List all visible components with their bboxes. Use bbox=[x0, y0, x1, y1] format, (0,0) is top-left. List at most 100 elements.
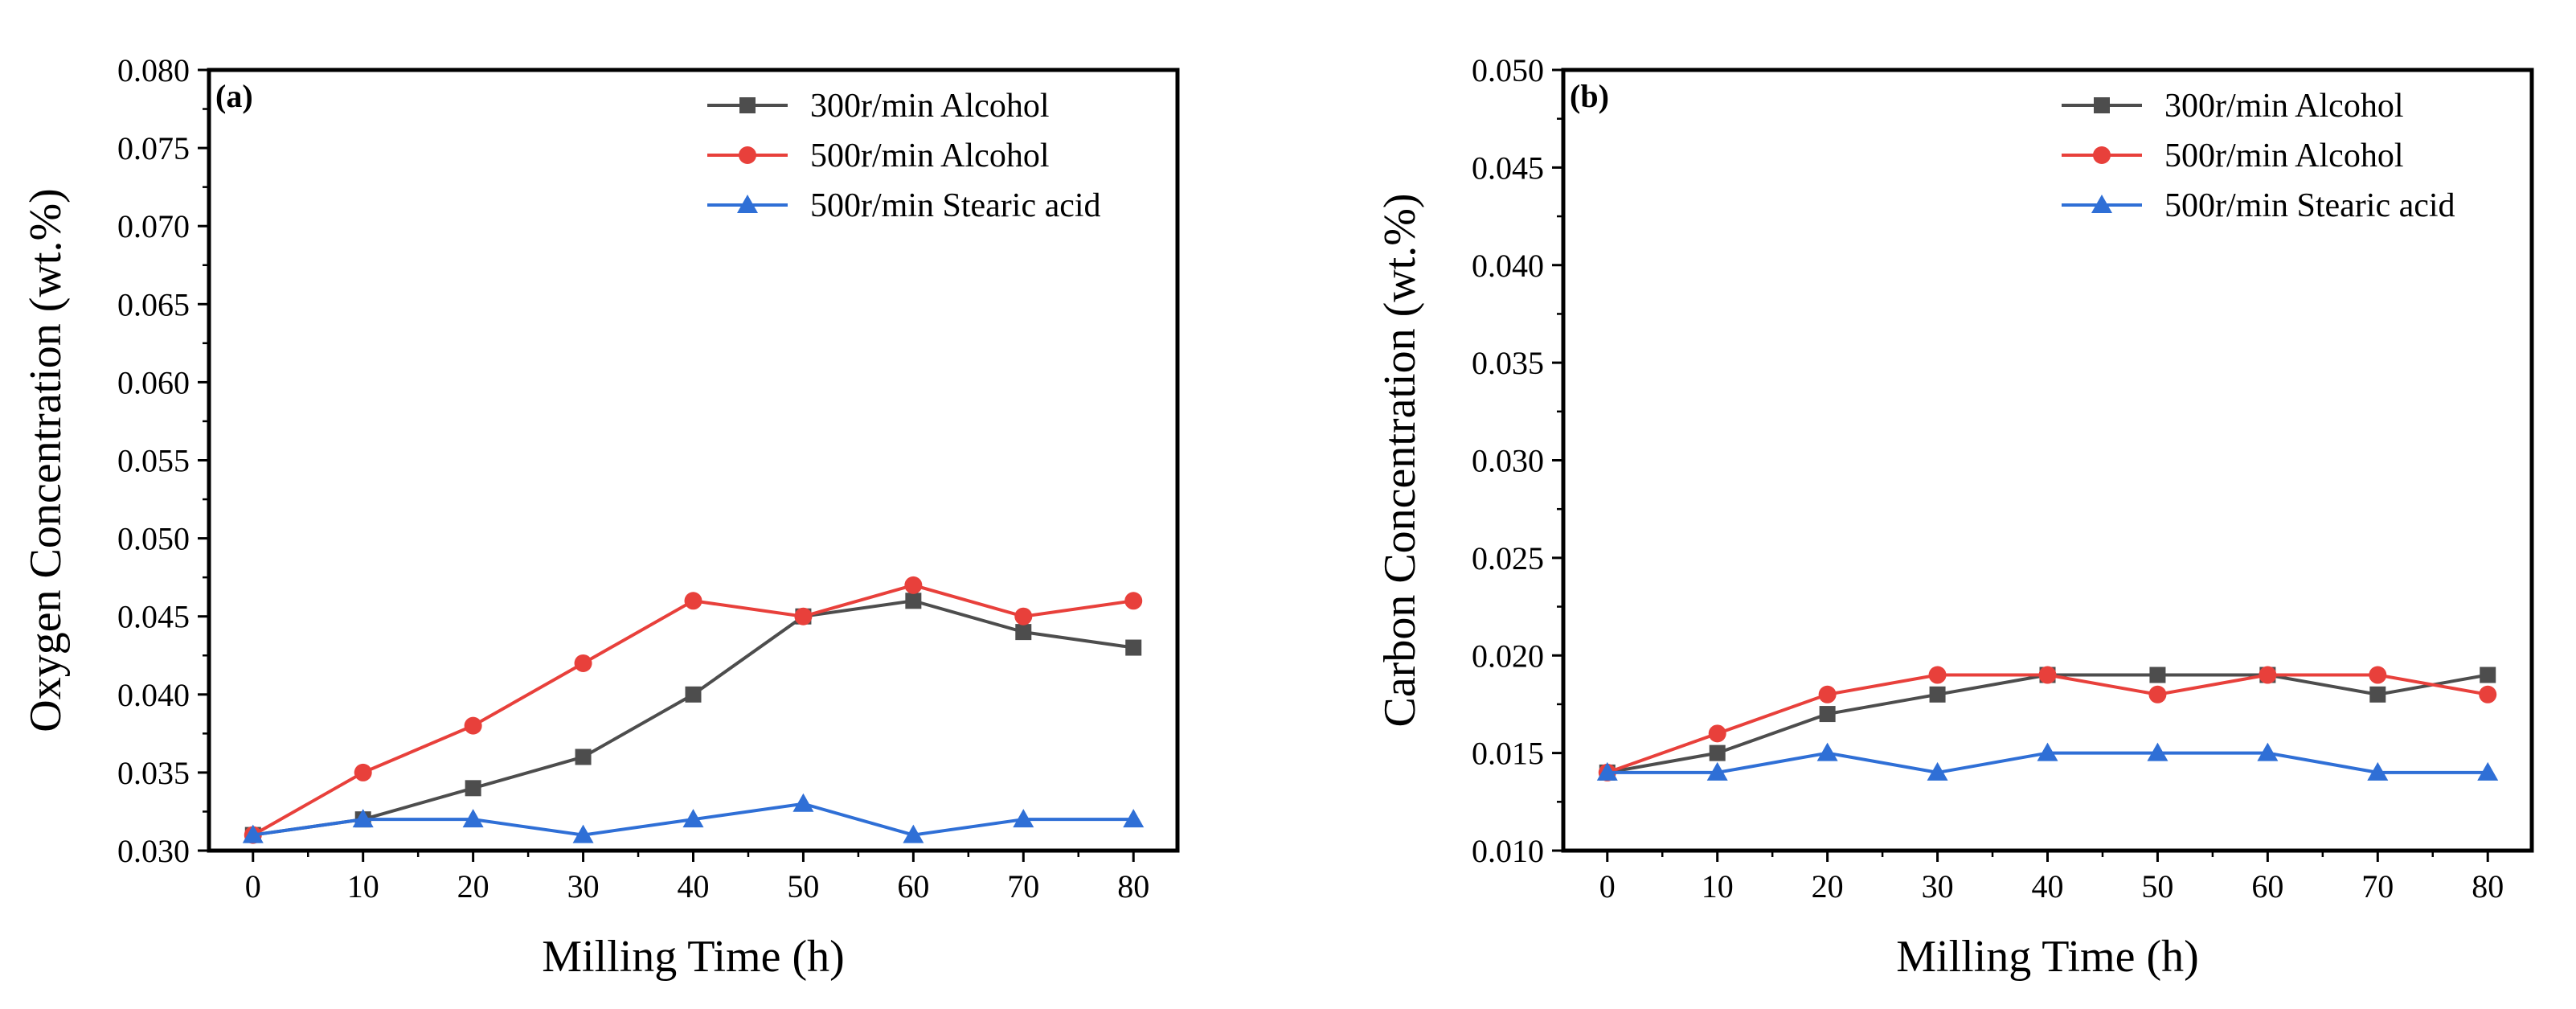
data-point bbox=[2477, 761, 2499, 781]
y-tick-label: 0.070 bbox=[117, 208, 190, 244]
y-tick-label: 0.040 bbox=[117, 677, 190, 713]
data-point bbox=[465, 780, 481, 797]
data-point bbox=[2369, 666, 2387, 684]
x-tick-label: 80 bbox=[1117, 868, 1149, 904]
x-tick-label: 20 bbox=[457, 868, 489, 904]
x-tick-label: 70 bbox=[1007, 868, 1039, 904]
data-point bbox=[2257, 742, 2279, 761]
y-tick-label: 0.050 bbox=[117, 521, 190, 557]
data-point bbox=[682, 809, 704, 828]
y-tick-label: 0.075 bbox=[117, 130, 190, 166]
data-point bbox=[2037, 742, 2058, 761]
data-point bbox=[572, 824, 594, 843]
x-tick-label: 10 bbox=[1702, 868, 1734, 904]
data-point bbox=[1927, 761, 1948, 781]
y-tick-label: 0.035 bbox=[1472, 345, 1544, 381]
data-point bbox=[2479, 685, 2497, 703]
data-point bbox=[904, 576, 923, 594]
legend: 300r/min Alcohol 500r/min Alcohol 500r/min… bbox=[707, 88, 1101, 224]
data-point bbox=[903, 824, 924, 843]
x-tick-label: 60 bbox=[2251, 868, 2283, 904]
x-tick-label: 60 bbox=[897, 868, 929, 904]
x-tick-label: 10 bbox=[347, 868, 379, 904]
data-point bbox=[1123, 809, 1145, 828]
data-point bbox=[2369, 686, 2386, 703]
data-point bbox=[1709, 744, 1726, 761]
legend-label: 500r/min Stearic acid bbox=[2164, 187, 2455, 224]
data-point bbox=[1928, 666, 1947, 684]
data-point bbox=[464, 716, 482, 735]
data-point bbox=[1015, 624, 1032, 641]
legend-label: 300r/min Alcohol bbox=[810, 88, 1050, 125]
legend-label: 500r/min Stearic acid bbox=[810, 187, 1101, 224]
data-point bbox=[1124, 592, 1143, 610]
x-tick-label: 0 bbox=[1599, 868, 1616, 904]
data-point bbox=[242, 824, 264, 843]
legend-marker bbox=[2091, 195, 2112, 213]
plot-frame bbox=[207, 68, 1180, 853]
data-point bbox=[352, 809, 374, 828]
legend: 300r/min Alcohol 500r/min Alcohol 500r/min… bbox=[2062, 88, 2455, 224]
data-point bbox=[1014, 607, 1033, 625]
data-point bbox=[792, 793, 814, 812]
x-tick-label: 40 bbox=[678, 868, 710, 904]
y-tick-label: 0.080 bbox=[117, 52, 190, 88]
data-point bbox=[2149, 667, 2166, 683]
data-point bbox=[2367, 761, 2389, 781]
data-point bbox=[2148, 685, 2167, 703]
data-point bbox=[2038, 666, 2057, 684]
x-tick-label: 20 bbox=[1812, 868, 1844, 904]
data-point bbox=[1816, 742, 1838, 761]
x-tick-label: 30 bbox=[567, 868, 600, 904]
legend-marker bbox=[739, 97, 756, 113]
y-tick-label: 0.035 bbox=[117, 755, 190, 791]
x-tick-label: 50 bbox=[787, 868, 819, 904]
data-point bbox=[2480, 667, 2496, 683]
x-axis-label: Milling Time (h) bbox=[542, 932, 845, 982]
x-tick-label: 50 bbox=[2141, 868, 2173, 904]
data-point bbox=[354, 763, 372, 781]
y-tick-label: 0.020 bbox=[1472, 638, 1544, 674]
data-point bbox=[905, 593, 922, 609]
panel-label: (a) bbox=[215, 78, 253, 114]
y-tick-label: 0.055 bbox=[117, 443, 190, 479]
x-tick-label: 70 bbox=[2361, 868, 2394, 904]
y-tick-label: 0.015 bbox=[1472, 736, 1544, 772]
data-point bbox=[1706, 761, 1728, 781]
data-point bbox=[574, 654, 592, 672]
legend-label: 500r/min Alcohol bbox=[2164, 137, 2404, 174]
y-tick-label: 0.045 bbox=[117, 599, 190, 635]
x-tick-label: 40 bbox=[2032, 868, 2064, 904]
x-tick-label: 0 bbox=[245, 868, 261, 904]
data-point bbox=[1596, 761, 1618, 781]
data-point bbox=[1708, 724, 1726, 743]
data-point bbox=[684, 592, 702, 610]
chart-panel-a: 0.030 0.035 0.040 0.045 0.050 0.055 0.060 0.065… bbox=[21, 52, 1180, 982]
y-tick-label: 0.030 bbox=[1472, 443, 1544, 479]
data-point bbox=[1818, 685, 1837, 703]
legend-marker bbox=[739, 146, 756, 164]
y-tick-label: 0.060 bbox=[117, 364, 190, 400]
x-tick-label: 30 bbox=[1922, 868, 1954, 904]
y-tick-label: 0.025 bbox=[1472, 540, 1544, 576]
data-point bbox=[2259, 666, 2277, 684]
x-axis-label: Milling Time (h) bbox=[1896, 932, 2199, 982]
y-tick-label: 0.040 bbox=[1472, 248, 1544, 284]
y-tick-label: 0.010 bbox=[1472, 833, 1544, 869]
legend-label: 500r/min Alcohol bbox=[810, 137, 1050, 174]
data-point bbox=[575, 749, 592, 765]
data-point bbox=[1929, 686, 1946, 703]
y-tick-label: 0.065 bbox=[117, 286, 190, 322]
data-point bbox=[462, 809, 484, 828]
legend-label: 300r/min Alcohol bbox=[2164, 88, 2404, 125]
data-point bbox=[1013, 809, 1034, 828]
plot-frame bbox=[1561, 68, 2534, 853]
legend-marker bbox=[737, 195, 758, 213]
data-point bbox=[1819, 706, 1836, 723]
series-line bbox=[252, 599, 1134, 837]
data-point bbox=[794, 607, 813, 625]
y-axis-label: Carbon Concentration (wt.%) bbox=[1375, 193, 1425, 727]
data-point bbox=[685, 686, 702, 703]
panel-label: (b) bbox=[1570, 78, 1609, 114]
